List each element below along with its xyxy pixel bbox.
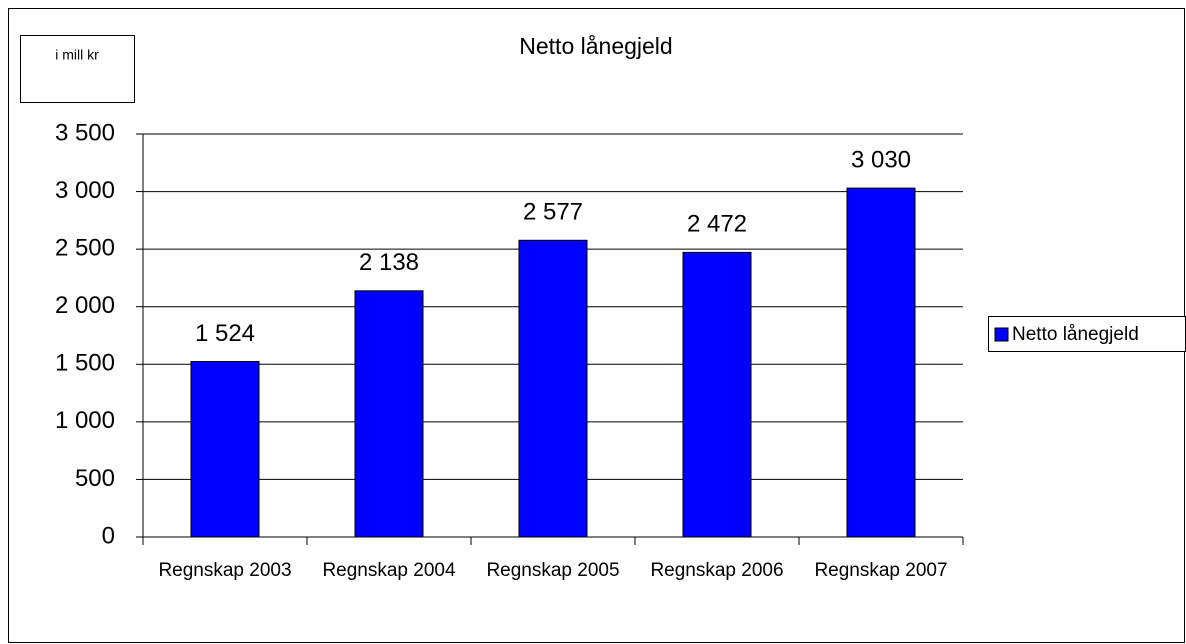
x-tick-label: Regnskap 2006: [650, 560, 784, 581]
legend-label: Netto lånegjeld: [1012, 324, 1139, 345]
value-label: 2 138: [359, 249, 419, 276]
x-tick-label: Regnskap 2003: [158, 560, 292, 581]
value-label: 1 524: [195, 320, 255, 347]
x-tick-label: Regnskap 2007: [814, 560, 948, 581]
value-label: 3 030: [851, 146, 911, 173]
value-label: 2 577: [523, 199, 583, 226]
legend-swatch: [994, 327, 1009, 342]
bar: [846, 187, 916, 538]
y-tick-label: 3 500: [55, 119, 115, 146]
unit-box: [20, 35, 135, 103]
chart-title: Netto lånegjeld: [519, 33, 672, 59]
y-tick-label: 2 000: [55, 292, 115, 319]
bar: [518, 239, 588, 538]
unit-label: i mill kr: [55, 47, 99, 63]
y-tick-label: 1 000: [55, 407, 115, 434]
value-label: 2 472: [687, 211, 747, 238]
y-tick-label: 1 500: [55, 350, 115, 377]
y-tick-label: 0: [102, 522, 115, 549]
legend: [988, 316, 1186, 352]
y-tick-label: 500: [75, 465, 115, 492]
bar: [682, 251, 752, 538]
y-tick-label: 3 000: [55, 177, 115, 204]
bar: [190, 361, 260, 538]
bar: [354, 290, 424, 538]
y-tick-label: 2 500: [55, 234, 115, 261]
x-tick-label: Regnskap 2005: [486, 560, 620, 581]
x-tick-label: Regnskap 2004: [322, 560, 456, 581]
